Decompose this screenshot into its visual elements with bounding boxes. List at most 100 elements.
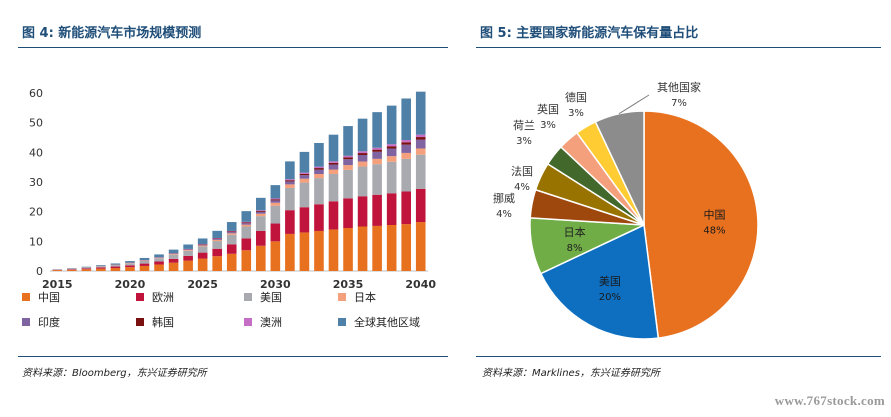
- y-tick-label: 50: [29, 117, 43, 130]
- x-tick-label: 2030: [260, 278, 291, 291]
- legend-swatch: [136, 293, 144, 301]
- bar-segment: [415, 188, 426, 223]
- bar-segment: [139, 263, 150, 266]
- bar-segment: [110, 263, 121, 265]
- bar-segment: [328, 169, 339, 174]
- bar-segment: [357, 196, 368, 227]
- bar-segment: [183, 250, 193, 251]
- bar-segment: [168, 262, 179, 271]
- bar-segment: [415, 148, 426, 155]
- bar-segment: [197, 246, 208, 253]
- bar-segment: [256, 197, 266, 211]
- bar-segment: [372, 151, 382, 159]
- y-tick-label: 10: [29, 235, 43, 248]
- bar-segment: [67, 269, 77, 270]
- bar-segment: [212, 256, 222, 271]
- watermark: www.767stock.com: [774, 393, 885, 408]
- legend-swatch: [22, 293, 30, 301]
- bar-segment: [401, 140, 411, 143]
- bar-segment: [139, 257, 150, 261]
- bar-segment: [314, 166, 324, 169]
- bar-segment: [67, 268, 77, 270]
- bar-segment: [343, 159, 353, 166]
- bar-segment: [270, 223, 281, 242]
- pie-outer-value: 7%: [671, 98, 687, 109]
- pie-outer-value: 3%: [516, 136, 532, 147]
- bar-segment: [81, 269, 92, 271]
- bar-segment: [285, 181, 295, 185]
- right-source-rule: [476, 356, 881, 357]
- pie-slice-value: 48%: [703, 226, 725, 237]
- bar-segment: [285, 210, 295, 234]
- bar-segment: [110, 265, 121, 267]
- pie-outer-label: 法国: [511, 164, 533, 178]
- legend-label: 中国: [38, 291, 60, 304]
- bar-segment: [314, 168, 324, 170]
- pie-slice: [643, 110, 759, 339]
- bar-segment: [197, 245, 208, 247]
- bar-segment: [299, 172, 310, 174]
- bar-segment: [226, 222, 237, 231]
- bar-segment: [357, 118, 368, 152]
- bar-segment: [256, 230, 266, 246]
- bar-segment: [372, 147, 382, 150]
- legend-label: 澳洲: [260, 316, 282, 329]
- bar-segment: [226, 234, 237, 245]
- legend-label: 印度: [38, 315, 60, 329]
- bar-segment: [168, 258, 179, 263]
- bar-segment: [401, 142, 411, 145]
- bar-segment: [372, 112, 382, 148]
- bar-segment: [372, 164, 382, 195]
- pie-outer-label: 德国: [565, 90, 587, 104]
- bar-segment: [328, 201, 339, 230]
- bar-segment: [154, 264, 164, 271]
- legend-label: 全球其他区域: [354, 315, 420, 329]
- bar-segment: [314, 173, 324, 179]
- legend-label: 韩国: [152, 315, 174, 329]
- bar-segment: [226, 253, 237, 271]
- bar-segment: [270, 202, 281, 206]
- bar-segment: [241, 224, 252, 227]
- bar-segment: [197, 258, 208, 271]
- bar-segment: [241, 250, 252, 271]
- bar-segment: [154, 261, 164, 265]
- bar-segment: [328, 229, 339, 271]
- bar-segment: [81, 267, 92, 269]
- bar-segment: [357, 153, 368, 155]
- bar-segment: [415, 222, 426, 271]
- legend-swatch: [22, 318, 30, 326]
- bar-segment: [372, 149, 382, 152]
- bar-segment: [212, 230, 222, 238]
- bar-segment: [372, 158, 382, 165]
- bar-segment: [415, 91, 426, 135]
- bar-segment: [270, 199, 281, 201]
- bar-segment: [386, 193, 397, 226]
- bar-segment: [401, 224, 411, 271]
- bar-segment: [343, 227, 353, 271]
- bar-segment: [168, 249, 179, 254]
- legend-swatch: [338, 293, 346, 301]
- bar-segment: [197, 244, 208, 246]
- bar-segment: [183, 244, 193, 249]
- y-tick-label: 20: [29, 206, 43, 219]
- bar-segment: [401, 152, 411, 159]
- bar-segment: [168, 254, 179, 259]
- legend-swatch: [244, 293, 252, 301]
- bar-segment: [226, 244, 237, 254]
- legend-swatch: [136, 318, 144, 326]
- bar-segment: [125, 265, 135, 268]
- bar-segment: [401, 191, 411, 225]
- bar-segment: [256, 211, 266, 214]
- legend-label: 欧洲: [152, 291, 174, 304]
- leader-line: [618, 94, 650, 115]
- bar-segment: [285, 179, 295, 181]
- bar-segment: [357, 226, 368, 271]
- bar-segment: [415, 137, 426, 140]
- bar-segment: [357, 166, 368, 197]
- pie-slice: [539, 223, 660, 340]
- bar-segment: [357, 161, 368, 167]
- bar-segment: [270, 200, 281, 203]
- bar-segment: [285, 233, 295, 271]
- bar-segment: [299, 151, 310, 173]
- bar-segment: [241, 238, 252, 251]
